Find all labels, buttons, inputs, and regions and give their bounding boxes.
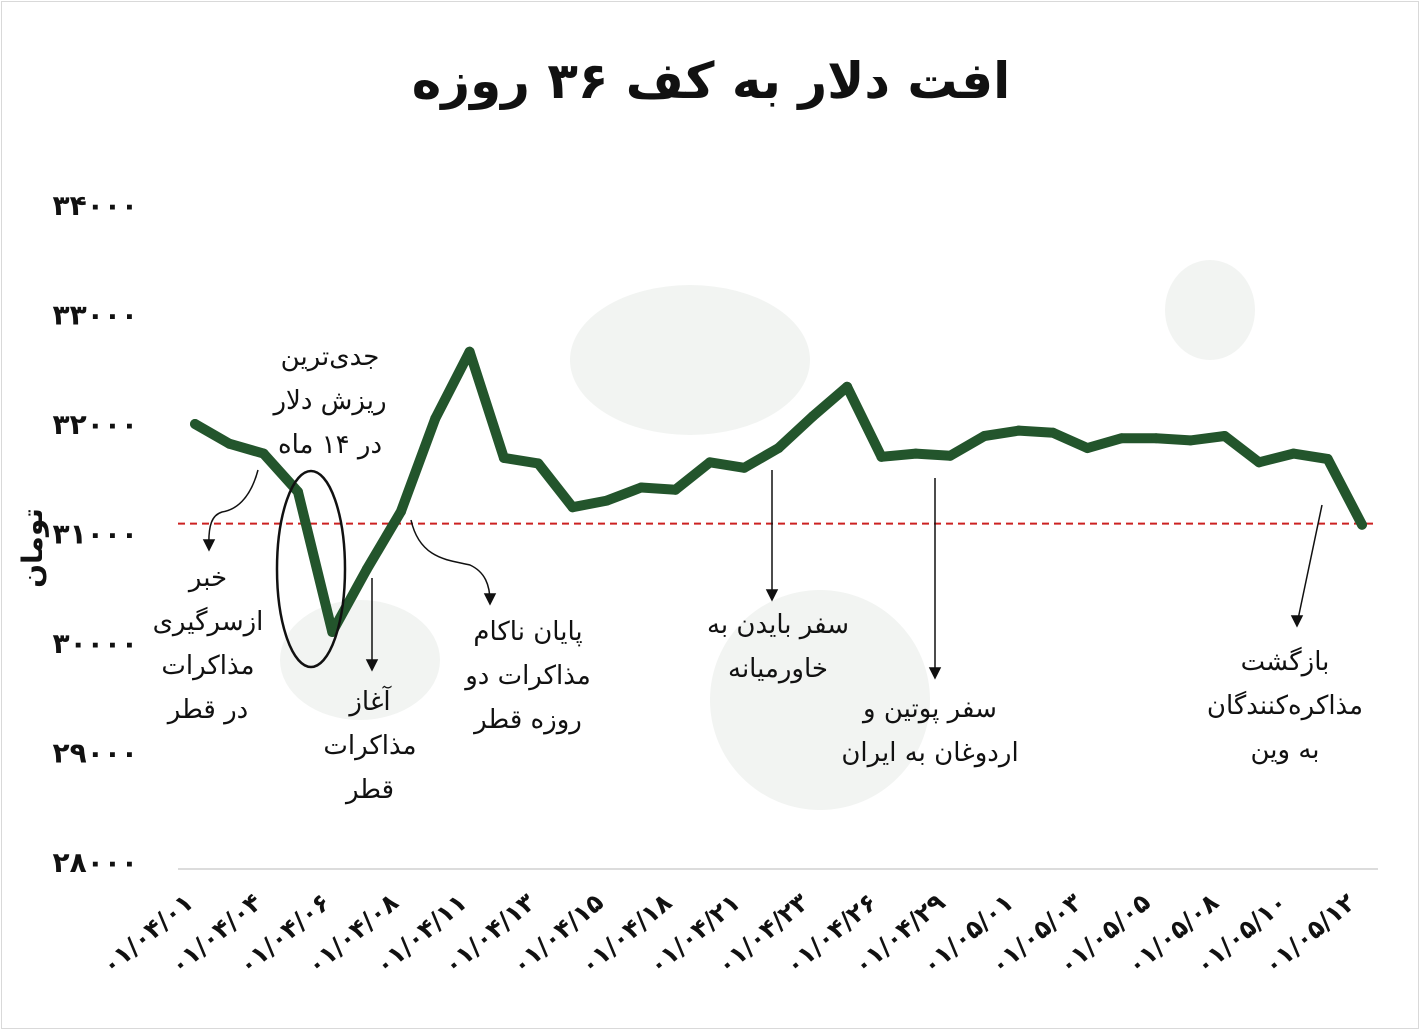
series-point [1013, 425, 1024, 436]
annotation-text: سفر بایدن به [707, 610, 849, 640]
y-tick-label: ۳۲۰۰۰ [53, 408, 138, 441]
series-point [1254, 457, 1265, 468]
annotation-text: جدی‌ترین [281, 342, 380, 372]
series-point [430, 413, 441, 424]
arrow-head [765, 589, 779, 602]
series-point [258, 448, 269, 459]
series-point [361, 564, 372, 575]
series-point [876, 451, 887, 462]
series-point [464, 346, 475, 357]
annotation-text: خاورمیانه [728, 654, 828, 684]
annotations: خبر ازسرگیری مذاکرات در قطر جدی‌ترین ریزش دلا… [153, 342, 1364, 805]
annotation-text: مذاکره‌کنندگان [1207, 690, 1363, 721]
series-points [190, 346, 1367, 638]
annotation-text: مذاکرات دو [463, 661, 591, 691]
annotation-arrows [202, 469, 1323, 680]
series-point [1151, 433, 1162, 444]
series-point [1357, 519, 1367, 530]
arrow-head [483, 593, 497, 606]
series-point [1082, 443, 1093, 454]
annotation-text: ازسرگیری [153, 606, 264, 637]
annotation-text: در قطر [166, 695, 249, 725]
series-point [773, 443, 784, 454]
y-axis-ticks: ۲۸۰۰۰ ۲۹۰۰۰ ۳۰۰۰۰ ۳۱۰۰۰ ۳۲۰۰۰ ۳۳۰۰۰ ۳۴۰۰۰ [53, 189, 138, 879]
series-point [498, 452, 509, 463]
series-point [910, 448, 921, 459]
series-point [1116, 433, 1127, 444]
series-point [190, 419, 200, 429]
series-point [945, 450, 956, 461]
series-point [292, 486, 303, 497]
series-point [567, 502, 578, 513]
annotation-text: خبر [187, 563, 227, 593]
watermark-shape [280, 260, 1255, 810]
y-tick-label: ۳۱۰۰۰ [53, 518, 138, 551]
series-point [1219, 431, 1230, 442]
series-point [395, 506, 406, 517]
series-point [739, 462, 750, 473]
annotation-text: پایان ناکام [473, 617, 582, 647]
x-axis-ticks: ۰۱/۰۴/۰۱۰۱/۰۴/۰۴۰۱/۰۴/۰۶۰۱/۰۴/۰۸۰۱/۰۴/۱۱… [96, 887, 1361, 980]
arrow-head [1290, 615, 1304, 628]
series-point [1322, 454, 1333, 465]
series-point [1048, 427, 1059, 438]
chart-title: افت دلار به کف ۳۶ روزه [411, 52, 1011, 110]
series-point [979, 431, 990, 442]
series-point [1288, 448, 1299, 459]
arrow-head [202, 539, 216, 552]
y-tick-label: ۳۴۰۰۰ [53, 189, 138, 222]
series-point [224, 438, 235, 449]
series-point [670, 484, 681, 495]
series-point [327, 627, 338, 638]
series-point [636, 482, 647, 493]
y-tick-label: ۳۳۰۰۰ [53, 299, 138, 332]
y-tick-label: ۲۸۰۰۰ [53, 846, 138, 879]
y-tick-label: ۲۹۰۰۰ [53, 737, 138, 770]
series-point [842, 381, 853, 392]
annotation-text: اردوغان به ایران [841, 738, 1018, 768]
annotation-text: روزه قطر [472, 705, 582, 735]
annotation-text: مذاکرات [161, 651, 254, 681]
y-tick-label: ۳۰۰۰۰ [53, 627, 138, 660]
series-point [704, 457, 715, 468]
annotation-text: به وین [1250, 735, 1319, 765]
highlight-ellipse [275, 469, 347, 669]
annotation-text: سفر پوتین و [861, 694, 997, 724]
annotation-text: قطر [344, 775, 394, 805]
annotation-arrow [208, 469, 259, 549]
annotation-text: مذاکرات [323, 731, 416, 761]
annotation-arrow [410, 519, 491, 603]
annotation-text: ریزش دلار [271, 386, 386, 416]
annotation-text: بازگشت [1241, 646, 1330, 677]
series-point [807, 411, 818, 422]
series-point [601, 495, 612, 506]
arrow-head [928, 667, 942, 680]
y-axis-label: تومان [16, 508, 49, 588]
annotation-text: در ۱۴ ماه [278, 430, 382, 460]
annotation-text: آغاز [347, 685, 392, 717]
series-point [533, 458, 544, 469]
series-point [1185, 435, 1196, 446]
annotation-arrow [1296, 504, 1323, 625]
arrow-head [365, 659, 379, 672]
